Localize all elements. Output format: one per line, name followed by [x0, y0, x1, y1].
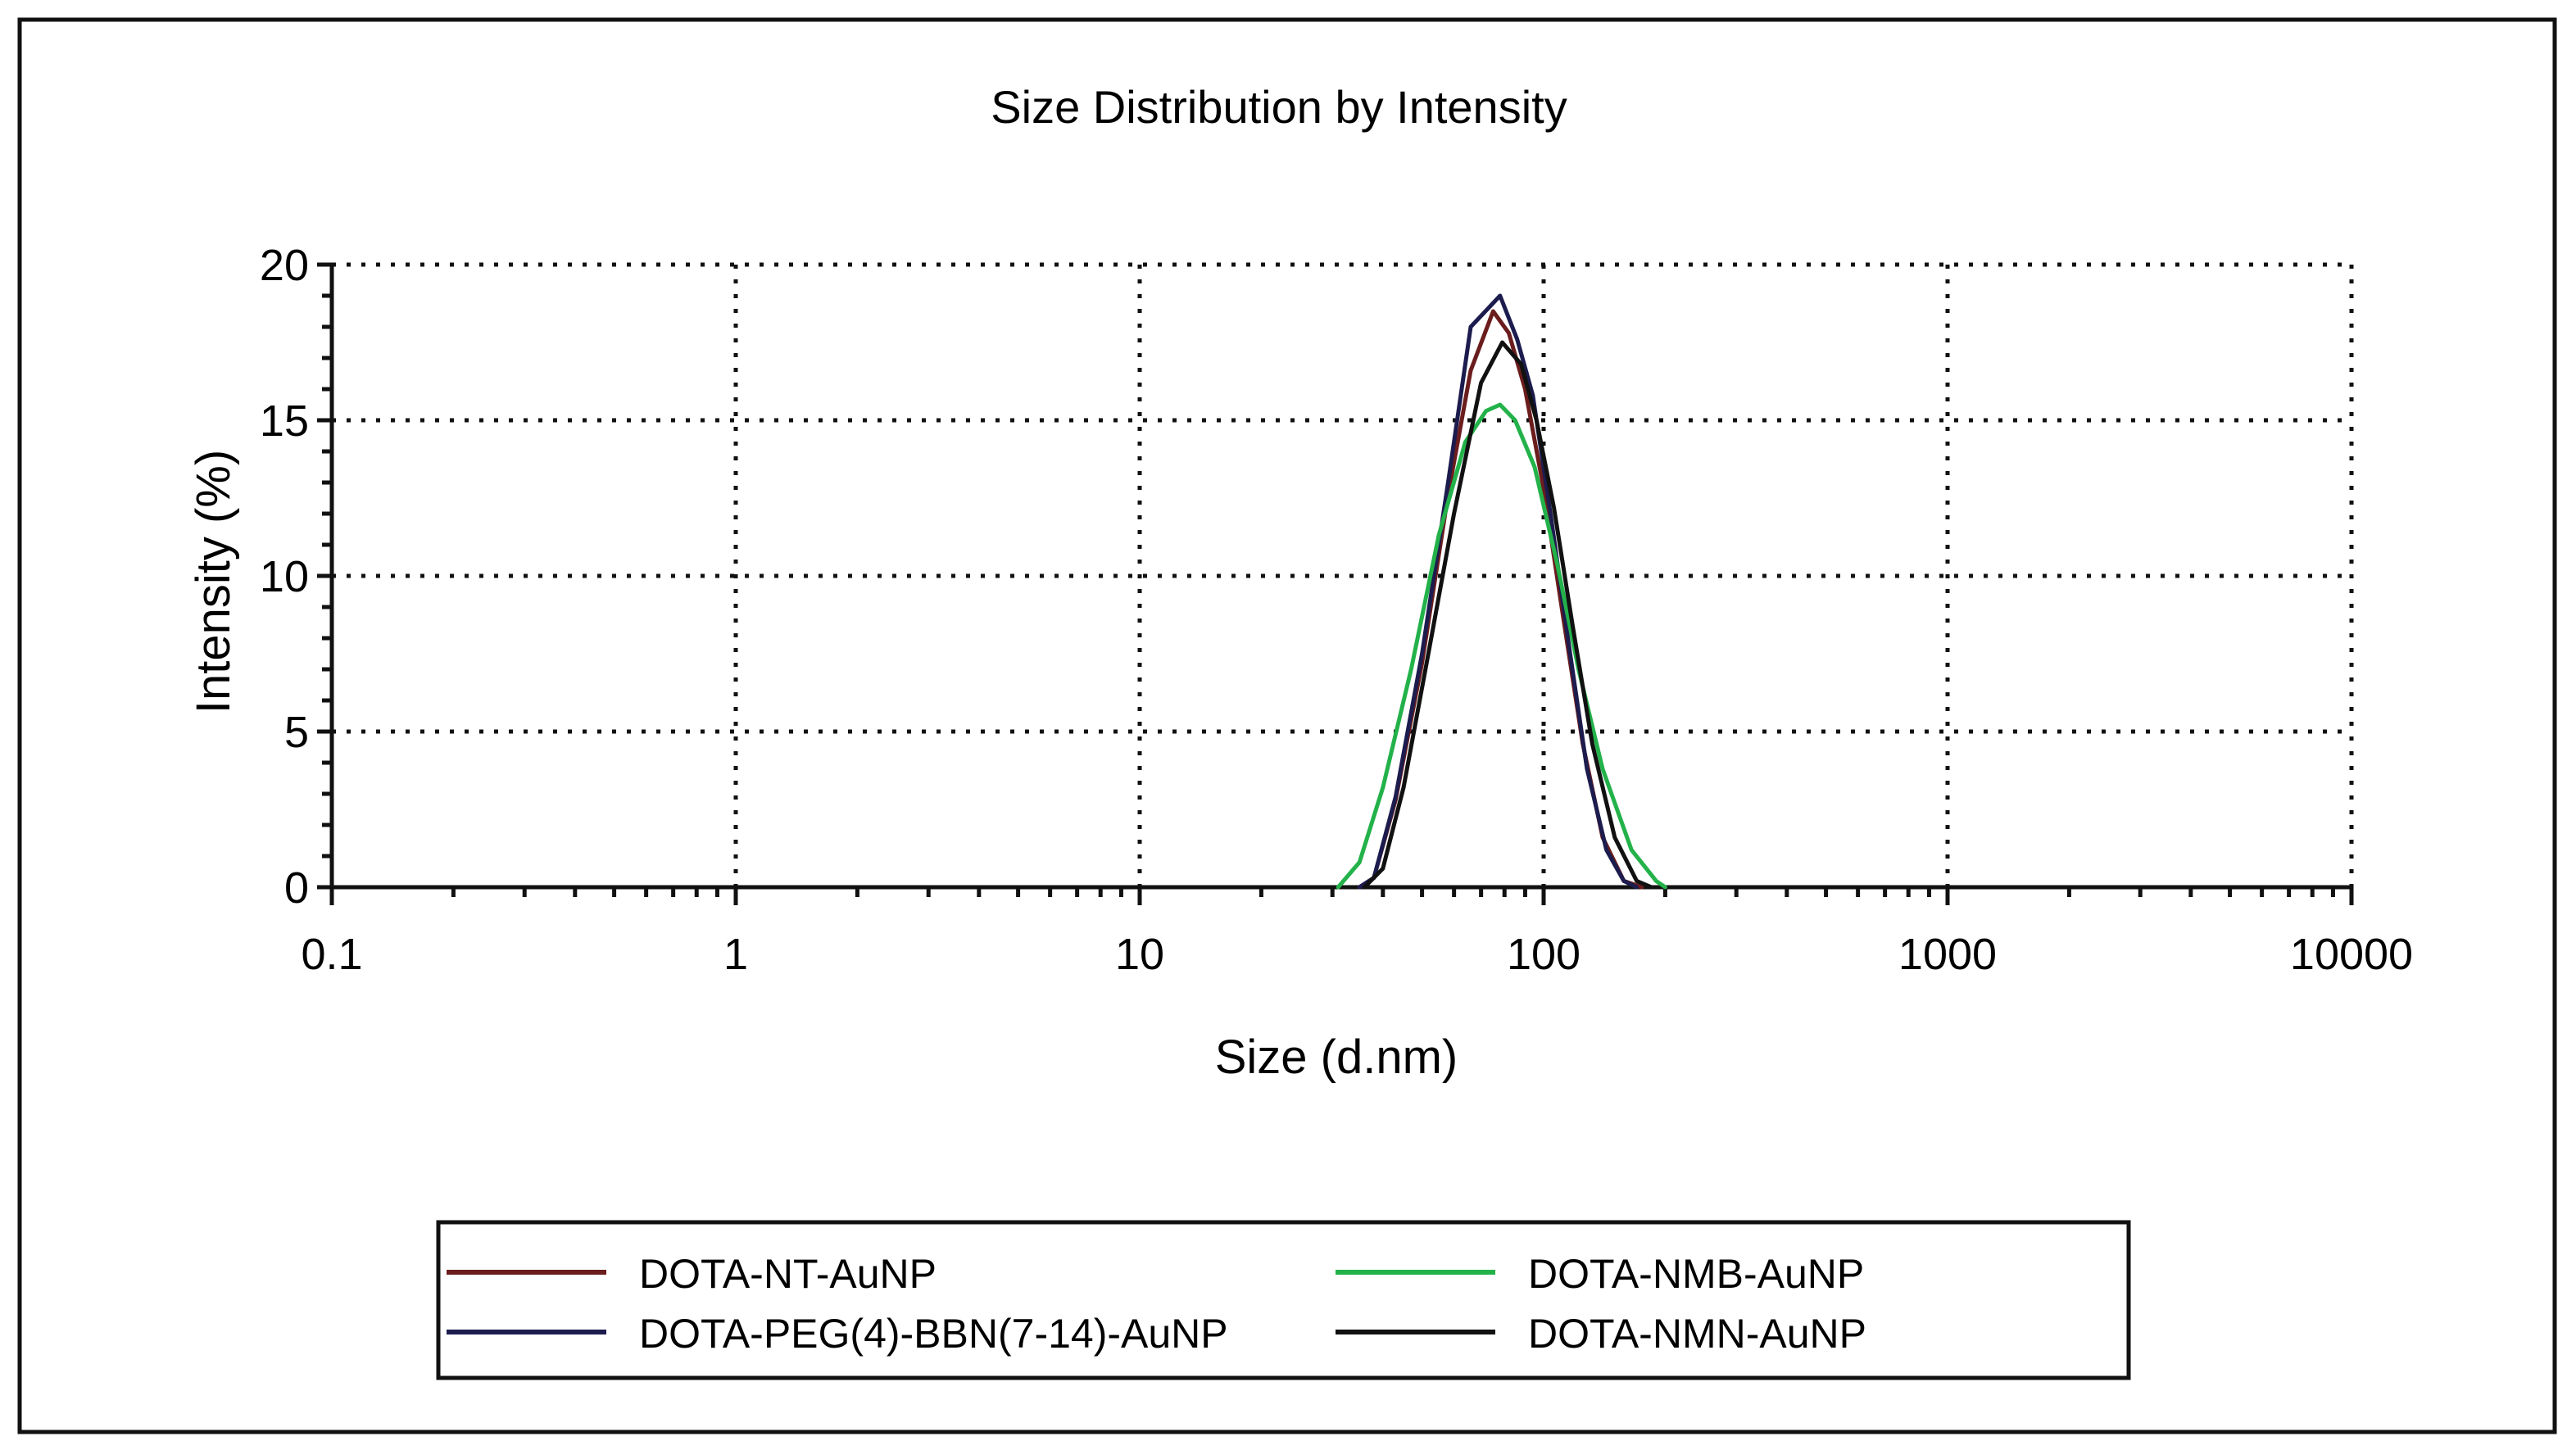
x-tick-label: 10000: [2290, 930, 2413, 979]
x-axis-label: Size (d.nm): [1215, 1031, 1458, 1084]
legend-label-3: DOTA-NMB-AuNP: [1528, 1251, 1864, 1297]
y-tick-label: 0: [284, 863, 309, 913]
series-line-4: [1362, 340, 1654, 890]
legend-label-4: DOTA-NMN-AuNP: [1528, 1311, 1866, 1357]
x-tick-label: 0.1: [301, 930, 362, 979]
x-tick-label: 10: [1115, 930, 1164, 979]
legend-label-1: DOTA-NT-AuNP: [639, 1251, 937, 1297]
series-line-3: [1336, 402, 1667, 890]
axis-ticks: [317, 262, 2354, 905]
y-tick-label: 20: [260, 241, 309, 290]
y-tick-label: 10: [260, 552, 309, 601]
x-tick-label: 100: [1507, 930, 1581, 979]
legend-box: [436, 1220, 2131, 1380]
y-tick-label: 15: [260, 396, 309, 446]
y-tick-label: 5: [284, 708, 309, 757]
data-series: [1336, 293, 1667, 890]
axis-tick-labels: 0.1 1 10 100 1000 10000 0 5 10 15 20: [260, 241, 2413, 979]
chart-title: Size Distribution by Intensity: [991, 81, 1567, 133]
x-tick-label: 1000: [1898, 930, 1997, 979]
figure-frame: [17, 17, 2557, 1434]
legend-label-2: DOTA-PEG(4)-BBN(7-14)-AuNP: [639, 1311, 1228, 1357]
x-tick-label: 1: [723, 930, 748, 979]
series-line-2: [1357, 293, 1639, 890]
y-axis-label: Intensity (%): [187, 450, 240, 714]
legend: DOTA-NT-AuNP DOTA-PEG(4)-BBN(7-14)-AuNP DO…: [436, 1220, 2131, 1380]
